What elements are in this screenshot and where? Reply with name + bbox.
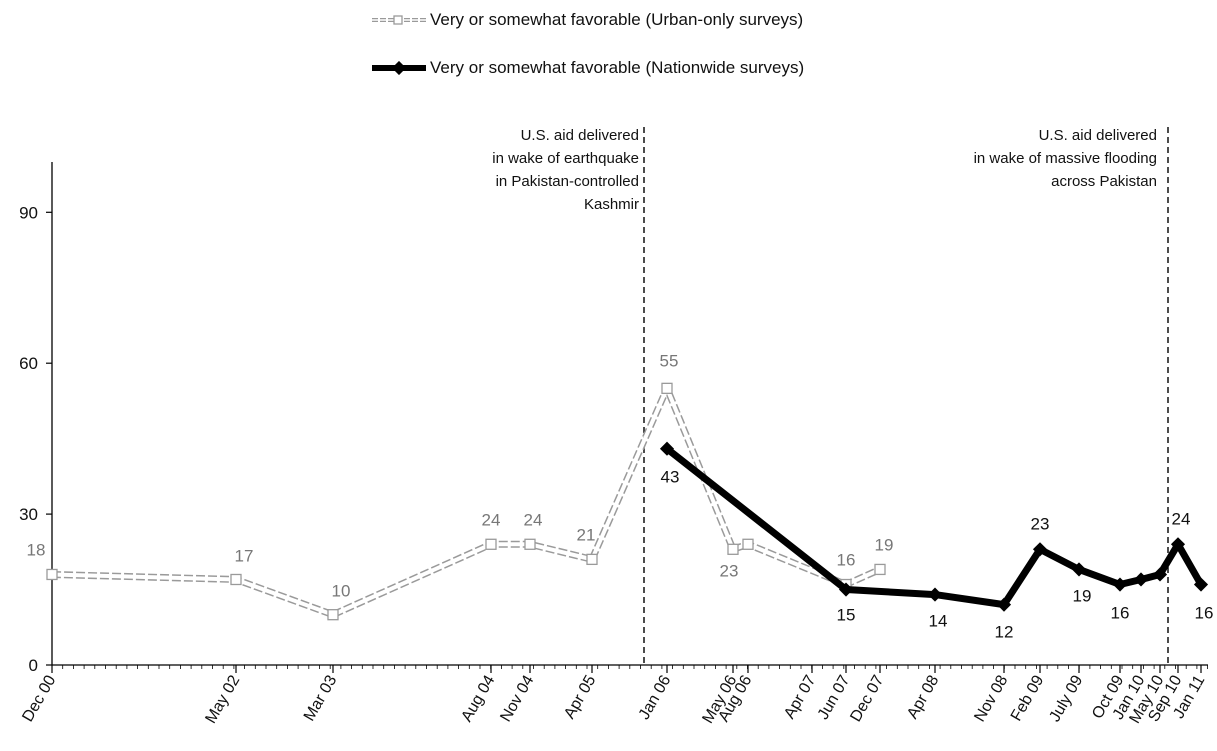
data-label-urban: 24	[482, 510, 501, 529]
data-label-nationwide: 16	[1111, 604, 1130, 623]
y-tick-label: 30	[19, 505, 38, 524]
legend-swatch-urban	[372, 15, 426, 25]
data-label-nationwide: 43	[661, 468, 680, 487]
data-point-urban	[742, 538, 754, 550]
data-label-nationwide: 16	[1195, 604, 1214, 623]
data-point-nationwide	[1032, 542, 1048, 557]
legend: Very or somewhat favorable (Urban-only s…	[370, 6, 804, 102]
data-point-nationwide	[1071, 562, 1087, 577]
data-point-urban	[661, 382, 673, 395]
data-label-urban: 23	[720, 561, 739, 580]
legend-label-urban: Very or somewhat favorable (Urban-only s…	[430, 10, 804, 29]
y-tick-label: 90	[19, 203, 38, 222]
data-point-urban	[46, 568, 58, 581]
x-tick-label: Mar 03	[301, 672, 341, 724]
annotation-earthquake-line: in Pakistan-controlled	[495, 173, 639, 190]
x-tick-label: July 09	[1046, 672, 1086, 724]
annotation-flooding-line: across Pakistan	[1051, 173, 1157, 190]
data-point-nationwide	[1193, 577, 1209, 592]
data-point-urban	[586, 553, 598, 566]
annotation-earthquake-line: in wake of earthquake	[492, 150, 639, 167]
data-point-nationwide	[659, 441, 675, 456]
y-tick-label: 60	[19, 354, 38, 373]
data-point-nationwide	[1170, 537, 1186, 552]
data-label-nationwide: 19	[1073, 586, 1092, 605]
data-label-nationwide: 15	[837, 606, 856, 625]
data-point-urban	[727, 543, 739, 555]
x-tick-label: Aug 04	[458, 672, 498, 725]
data-point-nationwide	[1133, 572, 1149, 587]
data-label-urban: 24	[524, 510, 543, 529]
data-label-urban: 16	[837, 551, 856, 570]
legend-item-nationwide: Very or somewhat favorable (Nationwide s…	[370, 54, 804, 82]
x-tick-label: May 02	[203, 672, 244, 726]
x-tick-label: Jan 06	[636, 672, 675, 722]
data-point-urban	[327, 609, 339, 621]
x-tick-label: Dec 00	[19, 672, 59, 724]
x-tick-label: Nov 04	[497, 672, 537, 724]
data-point-nationwide	[1112, 577, 1128, 592]
data-label-nationwide: 23	[1031, 514, 1050, 533]
series-line-urban	[51, 384, 882, 619]
data-point-urban	[524, 538, 536, 550]
x-tick-label: Apr 08	[904, 672, 942, 721]
annotation-flooding: U.S. aid delivered in wake of massive fl…	[974, 124, 1157, 193]
x-tick-label: Dec 07	[847, 672, 887, 724]
data-label-urban: 10	[332, 582, 351, 601]
data-label-urban: 19	[875, 535, 894, 554]
data-point-nationwide	[1152, 567, 1168, 582]
legend-item-urban: Very or somewhat favorable (Urban-only s…	[370, 6, 804, 34]
annotation-earthquake-line: U.S. aid delivered	[520, 127, 639, 144]
legend-swatch-nationwide	[372, 61, 426, 75]
data-point-urban	[874, 563, 886, 576]
data-label-urban: 55	[660, 351, 679, 370]
data-point-nationwide	[927, 587, 943, 602]
annotation-earthquake-line: Kashmir	[583, 196, 639, 213]
data-label-nationwide: 12	[995, 623, 1014, 642]
annotation-flooding-line: U.S. aid delivered	[1038, 127, 1157, 144]
x-tick-label: Apr 05	[561, 672, 599, 721]
data-label-urban: 21	[577, 525, 596, 544]
annotation-flooding-line: in wake of massive flooding	[973, 150, 1157, 167]
data-point-nationwide	[996, 597, 1012, 612]
data-label-urban: 17	[235, 546, 254, 565]
x-tick-label: Feb 09	[1008, 672, 1048, 724]
y-tick-label: 0	[29, 656, 38, 675]
data-label-urban: 18	[27, 540, 46, 559]
legend-label-nationwide: Very or somewhat favorable (Nationwide s…	[430, 58, 805, 77]
data-label-nationwide: 14	[929, 612, 948, 631]
data-label-nationwide: 24	[1172, 509, 1191, 528]
annotation-earthquake: U.S. aid delivered in wake of earthquake…	[492, 124, 639, 216]
data-point-nationwide	[838, 582, 854, 597]
data-point-urban	[230, 573, 242, 586]
data-point-urban	[485, 538, 497, 550]
x-tick-label: Nov 08	[971, 672, 1011, 724]
